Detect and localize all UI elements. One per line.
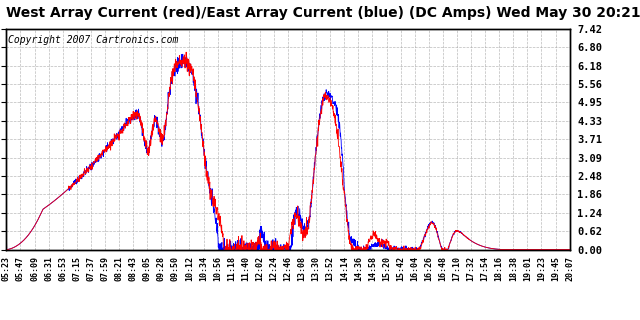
Text: Copyright 2007 Cartronics.com: Copyright 2007 Cartronics.com [8, 36, 178, 45]
Text: West Array Current (red)/East Array Current (blue) (DC Amps) Wed May 30 20:21: West Array Current (red)/East Array Curr… [6, 6, 640, 20]
